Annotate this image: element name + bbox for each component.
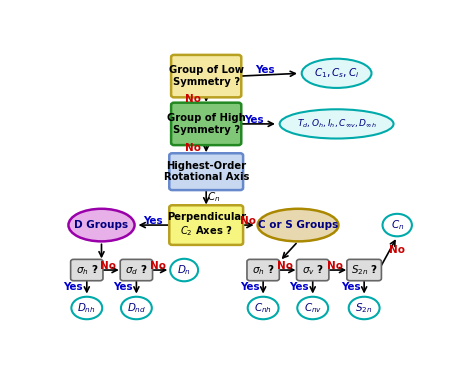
Text: No: No — [389, 245, 405, 255]
FancyBboxPatch shape — [169, 205, 243, 245]
Ellipse shape — [121, 297, 152, 319]
FancyBboxPatch shape — [247, 260, 279, 281]
Text: No: No — [240, 216, 256, 226]
Text: $C_n$: $C_n$ — [391, 218, 404, 232]
FancyBboxPatch shape — [347, 260, 382, 281]
Text: Yes: Yes — [289, 283, 309, 292]
Ellipse shape — [72, 297, 102, 319]
Ellipse shape — [170, 259, 198, 281]
Ellipse shape — [68, 209, 135, 241]
Ellipse shape — [349, 297, 380, 319]
Text: No: No — [185, 143, 201, 153]
Text: No: No — [100, 261, 117, 272]
Text: Yes: Yes — [255, 65, 275, 76]
Text: $C_n$: $C_n$ — [207, 191, 220, 204]
Ellipse shape — [280, 109, 393, 138]
Text: D Groups: D Groups — [74, 220, 128, 230]
Text: $C_{nv}$: $C_{nv}$ — [304, 301, 322, 315]
Text: $C_1, C_s, C_i$: $C_1, C_s, C_i$ — [314, 66, 359, 80]
FancyBboxPatch shape — [297, 260, 329, 281]
Text: $D_{nd}$: $D_{nd}$ — [127, 301, 146, 315]
FancyBboxPatch shape — [171, 55, 241, 97]
Text: Perpendicular
$C_2$ Axes ?: Perpendicular $C_2$ Axes ? — [167, 212, 246, 238]
Text: $T_d, O_h, I_h, C_{\infty v}, D_{\infty h}$: $T_d, O_h, I_h, C_{\infty v}, D_{\infty … — [297, 118, 376, 130]
FancyBboxPatch shape — [171, 103, 241, 145]
Text: Yes: Yes — [143, 216, 163, 226]
FancyBboxPatch shape — [71, 260, 103, 281]
Ellipse shape — [383, 214, 412, 236]
Text: No: No — [185, 95, 201, 104]
Text: $D_{nh}$: $D_{nh}$ — [77, 301, 96, 315]
Text: $S_{2n}$ ?: $S_{2n}$ ? — [351, 263, 378, 277]
Ellipse shape — [297, 297, 328, 319]
Text: Group of High
Symmetry ?: Group of High Symmetry ? — [167, 113, 246, 135]
Text: Highest-Order
Rotational Axis: Highest-Order Rotational Axis — [164, 161, 249, 182]
Text: $C_{nh}$: $C_{nh}$ — [254, 301, 272, 315]
Text: No: No — [150, 261, 166, 272]
Text: C or S Groups: C or S Groups — [258, 220, 338, 230]
Text: Yes: Yes — [113, 283, 133, 292]
Text: Yes: Yes — [64, 283, 83, 292]
Ellipse shape — [248, 297, 279, 319]
Text: $\sigma_h$ ?: $\sigma_h$ ? — [252, 263, 274, 277]
Text: $\sigma_h$ ?: $\sigma_h$ ? — [75, 263, 98, 277]
FancyBboxPatch shape — [120, 260, 153, 281]
Text: No: No — [277, 261, 293, 272]
Text: $\sigma_v$ ?: $\sigma_v$ ? — [301, 263, 324, 277]
Text: Yes: Yes — [240, 283, 259, 292]
Text: Group of Low
Symmetry ?: Group of Low Symmetry ? — [169, 65, 244, 87]
Text: $S_{2n}$: $S_{2n}$ — [356, 301, 373, 315]
Ellipse shape — [258, 209, 338, 241]
Ellipse shape — [301, 59, 372, 88]
FancyBboxPatch shape — [169, 153, 243, 190]
Text: Yes: Yes — [341, 283, 360, 292]
Text: No: No — [327, 261, 343, 272]
Text: $\sigma_d$ ?: $\sigma_d$ ? — [125, 263, 147, 277]
Text: $D_n$: $D_n$ — [177, 263, 191, 277]
Text: Yes: Yes — [244, 115, 264, 125]
